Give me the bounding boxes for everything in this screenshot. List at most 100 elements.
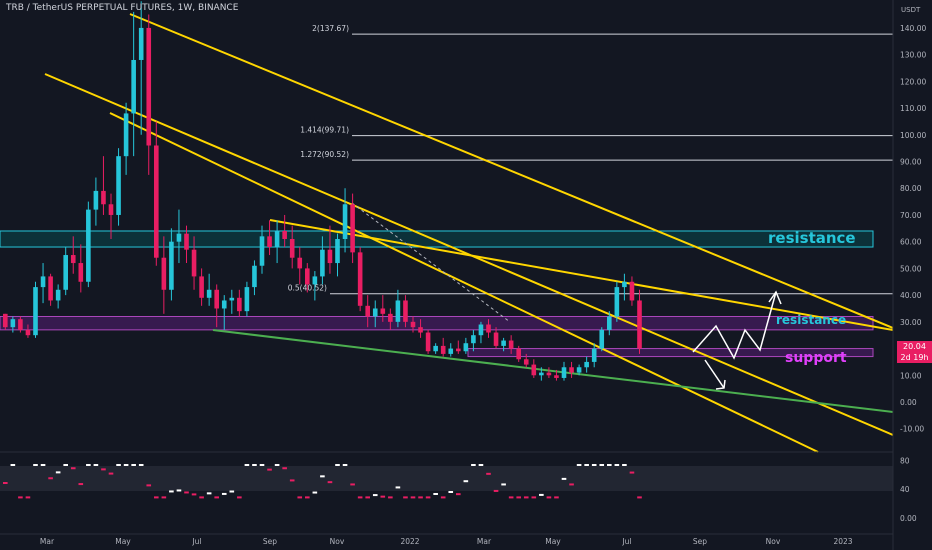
x-tick-label: Mar: [40, 537, 55, 546]
candle-body: [214, 289, 219, 309]
rsi-tick-label: 40: [900, 485, 910, 494]
rsi-marker: [440, 496, 446, 499]
rsi-marker: [55, 471, 61, 474]
candle-body: [161, 257, 167, 290]
rsi-marker: [372, 494, 378, 497]
candle-body: [395, 300, 401, 322]
candle-body: [221, 300, 227, 309]
candle-body: [244, 287, 250, 312]
candle-body: [237, 297, 242, 312]
rsi-marker: [101, 468, 106, 471]
rsi-marker: [539, 493, 544, 496]
rsi-marker: [214, 496, 219, 499]
candle-body: [206, 289, 212, 298]
candle-body: [561, 367, 567, 378]
candle-body: [327, 249, 333, 264]
rsi-marker: [463, 480, 469, 483]
candle-body: [622, 281, 627, 288]
rsi-marker: [48, 477, 53, 480]
candle-body: [33, 287, 38, 336]
rsi-band: [0, 466, 893, 491]
rsi-marker: [184, 491, 189, 494]
rsi-marker: [123, 464, 129, 466]
rsi-marker: [622, 464, 627, 466]
candle-body: [486, 324, 491, 333]
y-tick-label: -10.00: [900, 425, 924, 434]
candle-body: [508, 340, 514, 349]
candle-body: [614, 287, 620, 317]
rsi-marker: [252, 464, 257, 466]
rsi-marker: [425, 496, 431, 499]
rsi-marker: [3, 482, 8, 484]
rsi-marker: [25, 496, 31, 499]
candle-body: [523, 359, 529, 365]
rsi-marker: [116, 464, 121, 466]
candle-body: [55, 289, 61, 301]
current-price-countdown: 2d 19h: [900, 353, 929, 362]
rsi-marker: [289, 479, 295, 482]
candle-body: [101, 190, 106, 205]
candle-body: [25, 329, 31, 336]
candle-body: [607, 316, 612, 330]
rsi-marker: [433, 492, 438, 495]
rsi-marker: [161, 496, 167, 499]
candle-body: [425, 332, 431, 352]
resistance-label-lower: resistance: [776, 313, 846, 327]
candle-body: [267, 236, 272, 248]
rsi-marker: [176, 489, 182, 492]
candle-body: [372, 308, 378, 317]
rsi-marker: [221, 492, 227, 495]
rsi-marker: [335, 464, 340, 466]
x-tick-label: May: [545, 537, 561, 546]
rsi-marker: [10, 464, 16, 466]
rsi-marker: [357, 496, 363, 499]
candle-body: [48, 276, 53, 301]
x-tick-label: 2023: [833, 537, 852, 546]
y-tick-label: 10.00: [900, 371, 922, 380]
candle-body: [403, 300, 408, 322]
candle-body: [3, 313, 8, 328]
rsi-marker: [108, 472, 114, 475]
candle-body: [546, 372, 552, 376]
rsi-marker: [229, 490, 235, 493]
projected-path-down: [704, 359, 725, 389]
rsi-marker: [448, 491, 454, 493]
trend-line: [129, 13, 894, 329]
rsi-marker: [199, 496, 204, 499]
rsi-marker: [131, 464, 136, 466]
fib-level-label: 2(137.67): [312, 24, 349, 33]
rsi-marker: [395, 486, 401, 489]
candle-body: [584, 361, 589, 368]
candle-body: [93, 190, 99, 210]
rsi-marker: [154, 496, 159, 499]
candle-body: [448, 348, 454, 354]
candle-body: [312, 276, 318, 285]
candle-body: [191, 249, 197, 277]
candle-body: [18, 319, 23, 330]
candle-body: [463, 343, 469, 352]
rsi-marker: [584, 464, 589, 466]
candle-body: [599, 329, 605, 349]
candle-body: [146, 27, 152, 146]
candle-body: [501, 340, 506, 346]
rsi-marker: [561, 477, 567, 480]
rsi-marker: [410, 496, 416, 499]
rsi-marker: [63, 464, 68, 466]
trend-line: [269, 219, 894, 331]
x-tick-label: Nov: [330, 537, 345, 546]
candle-body: [531, 364, 537, 376]
resistance-zone-upper: [0, 230, 874, 248]
candle-body: [418, 327, 423, 333]
support-label: support: [785, 350, 847, 366]
candle-body: [629, 281, 635, 301]
candle-body: [516, 348, 521, 360]
rsi-marker: [607, 464, 612, 466]
x-tick-label: Mar: [477, 537, 492, 546]
rsi-marker: [312, 491, 318, 494]
rsi-tick-label: 80: [900, 456, 910, 465]
candle-body: [70, 255, 76, 264]
resistance-label-upper: resistance: [768, 229, 856, 247]
rsi-marker: [237, 496, 242, 499]
candle-body: [123, 113, 129, 157]
